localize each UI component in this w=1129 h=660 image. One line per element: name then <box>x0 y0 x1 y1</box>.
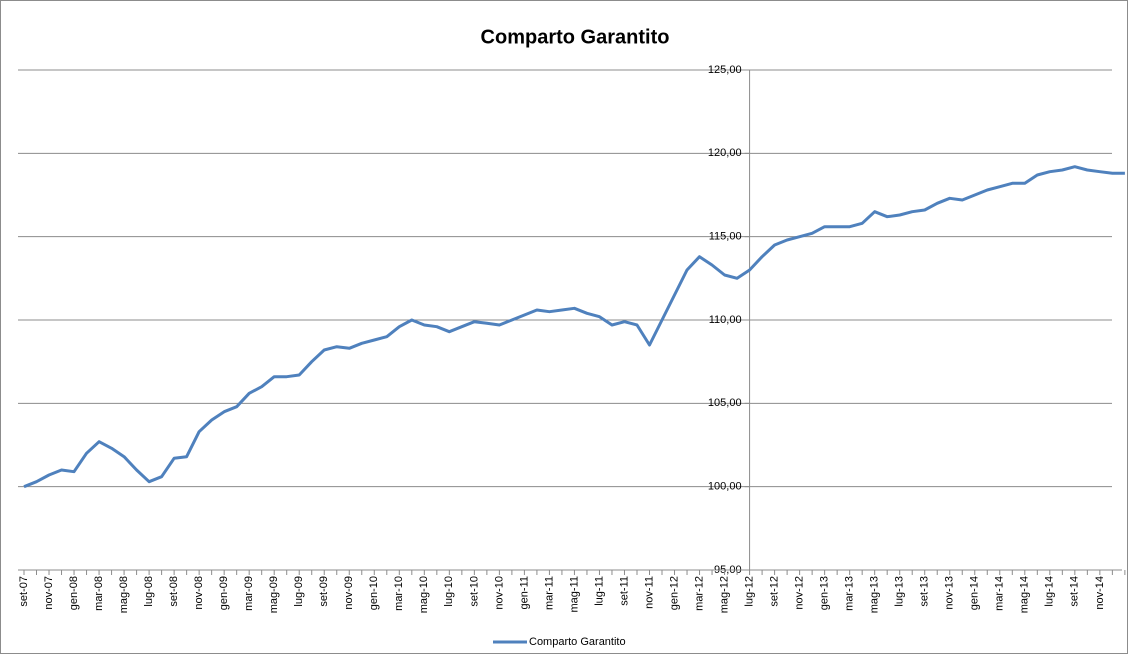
x-tick-label: lug-08 <box>143 576 155 607</box>
x-tick-label: set-12 <box>769 576 781 607</box>
y-tick-label: 120,00 <box>708 147 742 159</box>
x-tick-label: mar-13 <box>844 576 856 611</box>
x-tick-label: gen-08 <box>68 576 80 610</box>
chart-title: Comparto Garantito <box>481 26 670 48</box>
x-tick-label: lug-12 <box>743 576 755 607</box>
x-tick-label: set-08 <box>168 576 180 607</box>
x-tick-label: gen-11 <box>518 576 530 609</box>
x-tick-label: nov-08 <box>193 576 205 610</box>
x-tick-label: mag-08 <box>118 576 130 613</box>
x-tick-label: nov-14 <box>1094 576 1106 610</box>
y-tick-label: 115,00 <box>709 231 742 243</box>
y-tick-label: 125,00 <box>708 64 742 76</box>
x-tick-label: mag-10 <box>418 576 430 613</box>
x-tick-label: mag-09 <box>268 576 280 613</box>
x-tick-label: nov-12 <box>794 576 806 610</box>
x-tick-label: nov-07 <box>43 576 55 610</box>
x-tick-label: gen-12 <box>668 576 680 610</box>
x-tick-label: set-14 <box>1069 576 1081 607</box>
x-tick-label: mar-12 <box>693 576 705 611</box>
x-tick-label: gen-10 <box>368 576 380 610</box>
x-tick-label: mar-10 <box>393 576 405 611</box>
x-tick-label: lug-14 <box>1044 576 1056 607</box>
x-tick-label: mar-09 <box>243 576 255 611</box>
x-tick-label: mar-08 <box>93 576 105 611</box>
x-tick-label: set-09 <box>318 576 330 607</box>
x-tick-label: lug-10 <box>443 576 455 607</box>
x-tick-label: nov-13 <box>944 576 956 610</box>
x-tick-label: gen-14 <box>969 576 981 610</box>
x-tick-label: set-07 <box>18 576 30 607</box>
x-tick-label: set-11 <box>618 576 630 606</box>
x-tick-label: gen-13 <box>819 576 831 610</box>
x-tick-label: gen-09 <box>218 576 230 610</box>
x-tick-label: nov-11 <box>643 576 655 609</box>
x-tick-label: mag-11 <box>568 576 580 612</box>
x-tick-label: mag-13 <box>869 576 881 613</box>
y-tick-label: 100,00 <box>708 481 742 493</box>
x-tick-label: lug-13 <box>894 576 906 607</box>
x-tick-label: nov-09 <box>343 576 355 610</box>
x-tick-label: mar-14 <box>994 576 1006 611</box>
x-tick-label: lug-09 <box>293 576 305 607</box>
x-tick-label: mar-11 <box>543 576 555 610</box>
x-tick-label: mag-12 <box>718 576 730 613</box>
y-tick-label: 110,00 <box>709 314 742 326</box>
y-tick-label: 105,00 <box>708 397 742 409</box>
x-tick-label: mag-14 <box>1019 576 1031 613</box>
x-tick-label: nov-10 <box>493 576 505 610</box>
data-line <box>23 165 1125 489</box>
x-tick-label: lug-11 <box>593 576 605 606</box>
x-tick-label: set-10 <box>468 576 480 607</box>
legend-label: Comparto Garantito <box>529 636 626 648</box>
x-tick-label: set-13 <box>919 576 931 607</box>
